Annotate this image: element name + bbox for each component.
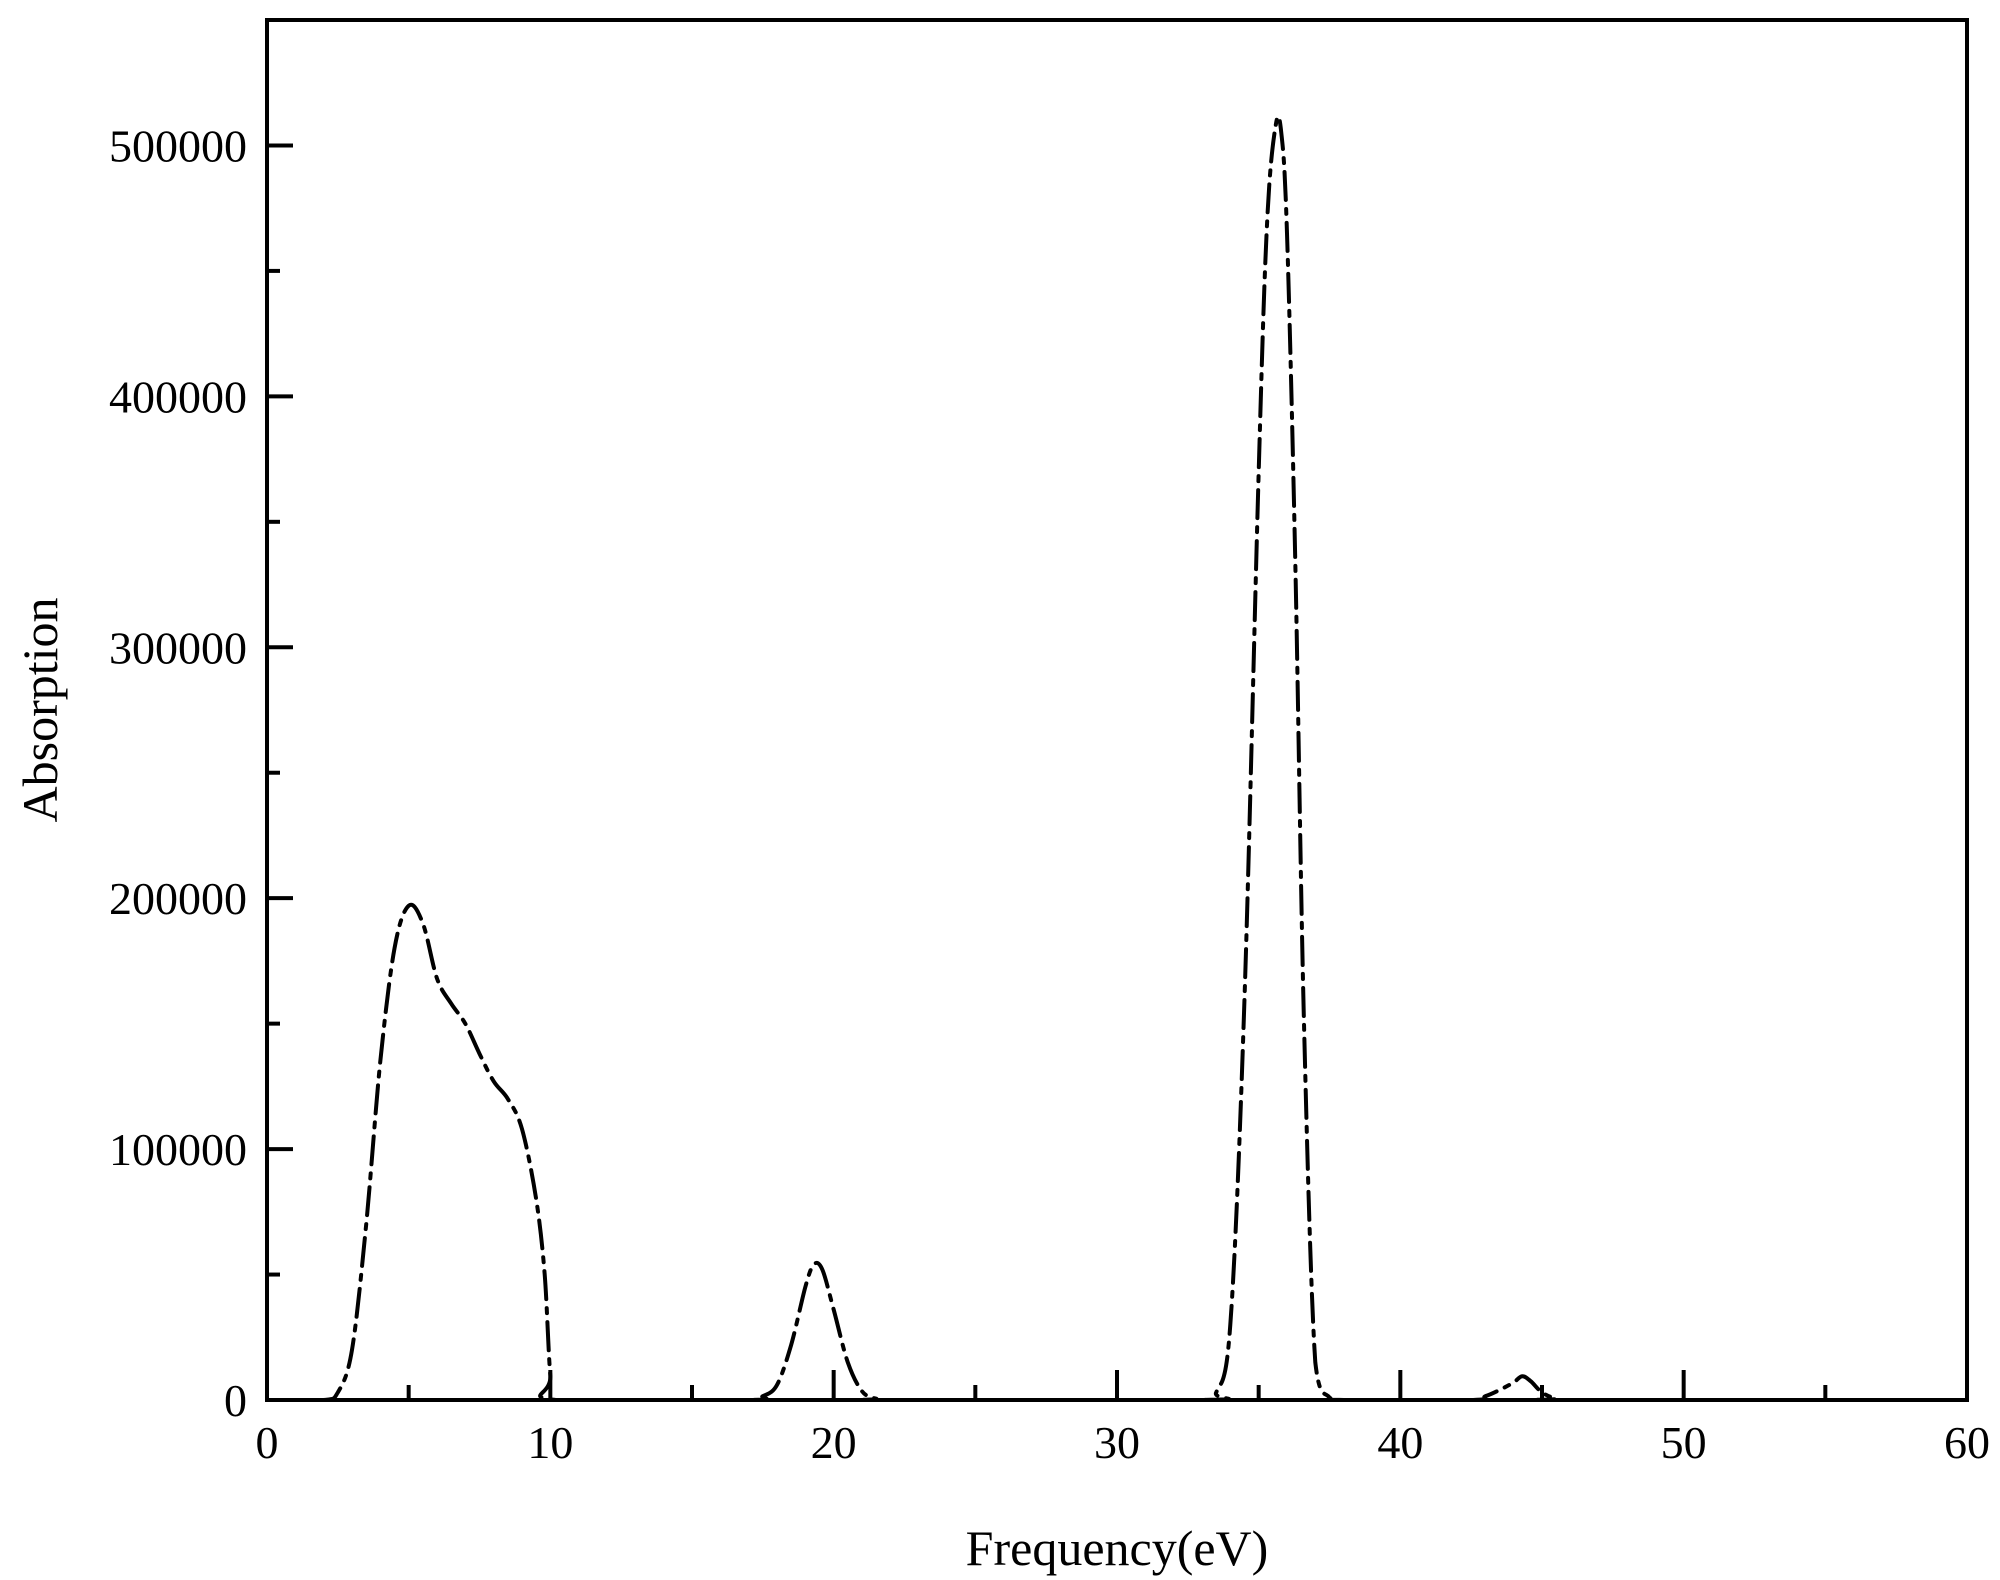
axis-ticks xyxy=(265,18,1969,1402)
x-tick-label: 10 xyxy=(527,1417,573,1468)
x-tick-label: 60 xyxy=(1944,1417,1990,1468)
y-tick-label: 500000 xyxy=(109,120,247,171)
x-tick-label: 50 xyxy=(1661,1417,1707,1468)
y-tick-label: 100000 xyxy=(109,1124,247,1175)
x-tick-label: 0 xyxy=(256,1417,279,1468)
axis-tick-labels: 0 10 20 30 40 50 60 0 100000 200000 300000 400000 50… xyxy=(109,120,1990,1468)
y-tick-label: 0 xyxy=(224,1375,247,1426)
plot-frame xyxy=(265,18,1969,1402)
y-tick-label: 300000 xyxy=(109,622,247,673)
series-line-absorption xyxy=(265,114,1969,1403)
y-axis-title: Absorption xyxy=(12,598,68,823)
y-tick-label: 400000 xyxy=(109,371,247,422)
y-tick-label: 200000 xyxy=(109,873,247,924)
x-tick-label: 20 xyxy=(811,1417,857,1468)
x-axis-title: Frequency(eV) xyxy=(966,1520,1269,1576)
x-tick-label: 40 xyxy=(1377,1417,1423,1468)
x-tick-label: 30 xyxy=(1094,1417,1140,1468)
